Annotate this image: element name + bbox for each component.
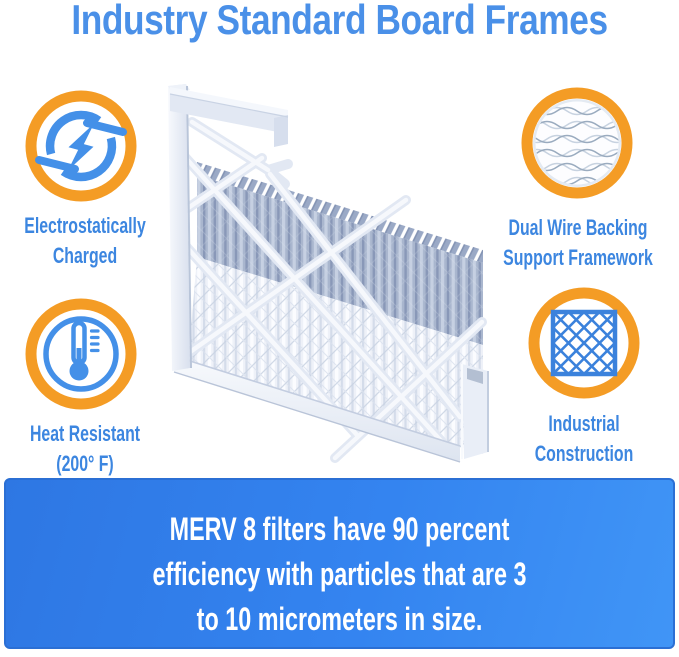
orange-ring xyxy=(521,87,633,199)
feature-label-heat-resistant: Heat Resistant (200° F) xyxy=(6,419,164,479)
orange-ring xyxy=(25,90,137,202)
slash-segments xyxy=(35,119,127,173)
banner-text: MERV 8 filters have 90 percent efficienc… xyxy=(96,480,583,642)
broken-circle xyxy=(45,110,117,182)
lightning-bolt xyxy=(67,123,95,171)
label-line: Charged xyxy=(52,243,118,268)
air-filter-svg xyxy=(168,84,489,463)
lattice-grid-icon xyxy=(528,287,640,399)
heat-marks xyxy=(89,329,100,353)
bottom-rail xyxy=(173,355,461,463)
air-filter-image xyxy=(150,60,510,480)
lightning-icon-svg xyxy=(25,90,137,202)
frame-straps xyxy=(177,117,487,463)
inner-circle xyxy=(43,316,119,392)
lattice-grid-icon-svg xyxy=(528,287,640,399)
label-line: (200° F) xyxy=(56,451,114,476)
thermometer-icon-svg xyxy=(25,298,137,410)
thermometer-icon xyxy=(25,298,137,410)
wire-mesh-icon xyxy=(521,87,633,199)
banner-line: to 10 micrometers in size. xyxy=(196,601,483,637)
info-banner: MERV 8 filters have 90 percent efficienc… xyxy=(4,478,675,649)
label-line: Dual Wire Backing xyxy=(508,215,648,240)
banner-line: MERV 8 filters have 90 percent xyxy=(169,511,510,547)
pleat-tips xyxy=(197,162,483,263)
feature-label-industrial: Industrial Construction xyxy=(505,409,663,469)
left-rail xyxy=(168,84,192,371)
wire-mesh-icon-svg xyxy=(521,87,633,199)
lattice-lines xyxy=(553,312,615,374)
label-line: Heat Resistant xyxy=(29,421,141,446)
top-rail xyxy=(169,87,289,147)
page-title: Industry Standard Board Frames xyxy=(71,0,608,43)
lightning-icon xyxy=(25,90,137,202)
frame-channel xyxy=(461,364,489,459)
banner-line: efficiency with particles that are 3 xyxy=(152,556,527,592)
orange-ring xyxy=(25,298,137,410)
orange-ring xyxy=(528,287,640,399)
label-line: Support Framework xyxy=(503,245,653,270)
feature-label-wire-backing: Dual Wire Backing Support Framework xyxy=(499,213,657,273)
label-line: Electrostatically xyxy=(24,213,146,238)
label-line: Construction xyxy=(534,441,634,466)
thermometer-bulb xyxy=(69,361,89,381)
label-line: Industrial xyxy=(548,411,620,436)
feature-label-electrostatic: Electrostatically Charged xyxy=(6,211,164,271)
